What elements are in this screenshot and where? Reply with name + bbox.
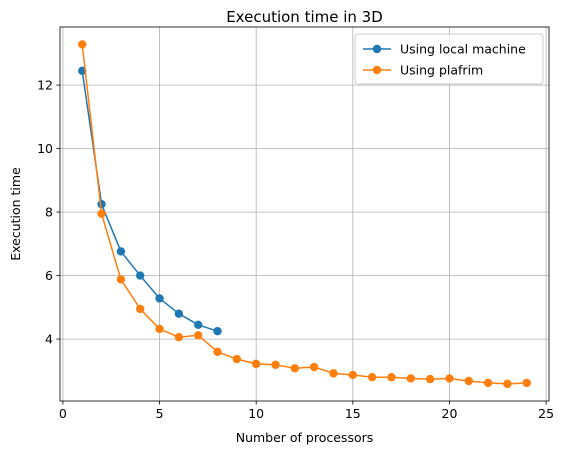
legend-box: [354, 33, 544, 85]
legend-item: Using local machine: [363, 42, 526, 57]
data-point: [193, 320, 203, 330]
data-point: [251, 359, 261, 369]
y-tick-label: 8: [45, 205, 53, 220]
data-point: [348, 370, 358, 380]
x-tick-label: 25: [538, 406, 554, 421]
data-point: [387, 372, 396, 382]
data-point: [329, 369, 338, 378]
series-layer: [78, 40, 531, 389]
data-point: [97, 209, 106, 218]
chart-title: Execution time in 3D: [226, 8, 383, 26]
x-axis-title: Number of processors: [236, 430, 374, 445]
data-point: [213, 347, 222, 356]
legend-item: Using plafrim: [363, 63, 483, 78]
data-point: [193, 331, 203, 340]
data-point: [445, 374, 454, 383]
data-point: [136, 271, 145, 280]
data-point: [213, 326, 222, 336]
axis-ticks: 0 5 10 15 20 25 4 6 8 10 12: [37, 78, 554, 421]
y-tick-label: 4: [45, 332, 53, 347]
x-tick-label: 15: [345, 406, 361, 421]
data-point: [503, 379, 512, 389]
data-point: [155, 324, 164, 334]
data-point: [232, 354, 242, 364]
data-point: [483, 378, 493, 388]
series-2: [78, 40, 531, 389]
data-point: [309, 362, 319, 372]
data-point: [174, 309, 184, 318]
data-point: [271, 360, 280, 370]
x-tick-label: 10: [248, 406, 264, 421]
data-point: [406, 374, 416, 383]
y-tick-label: 12: [37, 78, 53, 93]
data-point: [116, 275, 126, 284]
legend: Using local machine Using plafrim: [354, 33, 544, 85]
data-point: [78, 40, 87, 49]
data-point: [464, 376, 473, 386]
x-tick-label: 5: [156, 406, 164, 421]
data-point: [155, 294, 164, 303]
data-point: [97, 199, 106, 209]
y-tick-label: 10: [37, 141, 53, 156]
legend-marker: [372, 65, 382, 75]
data-point: [116, 247, 126, 256]
data-point: [367, 372, 377, 382]
data-point: [136, 304, 145, 314]
data-point: [290, 364, 300, 373]
data-point: [174, 332, 184, 342]
legend-marker: [372, 44, 382, 54]
legend-label: Using local machine: [400, 42, 526, 57]
x-tick-label: 20: [442, 406, 458, 421]
legend-label: Using plafrim: [400, 63, 483, 78]
plot-frame: [59, 26, 550, 402]
data-point: [425, 374, 435, 384]
x-tick-label: 0: [59, 406, 67, 421]
y-axis-title: Execution time: [8, 167, 23, 261]
y-tick-label: 6: [45, 268, 53, 283]
data-point: [522, 378, 531, 388]
